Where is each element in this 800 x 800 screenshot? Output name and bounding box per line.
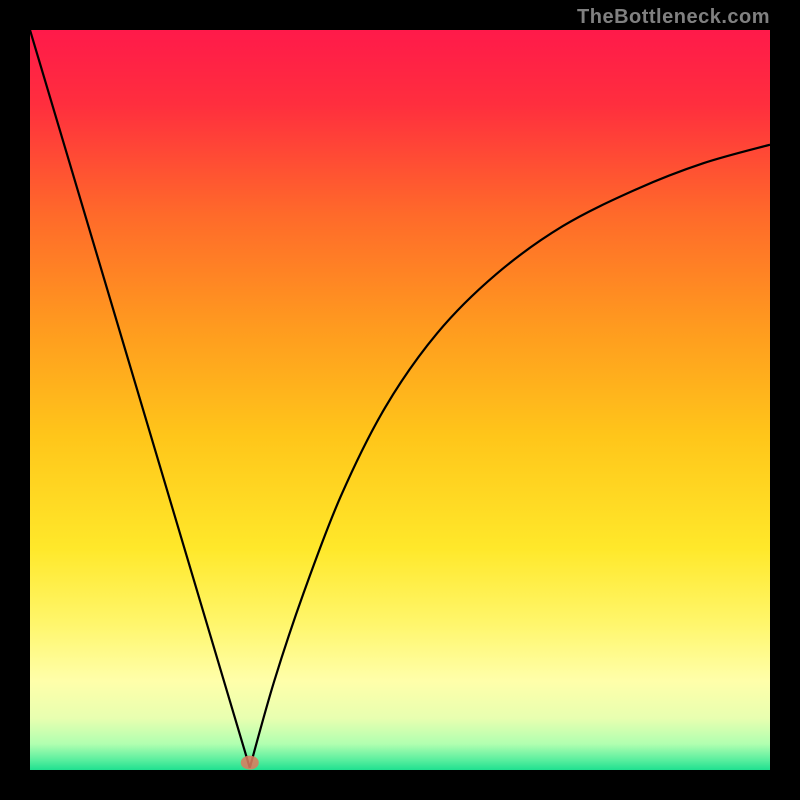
plot-svg	[30, 30, 770, 770]
plot-area	[30, 30, 770, 770]
chart-frame: TheBottleneck.com	[0, 0, 800, 800]
watermark-text: TheBottleneck.com	[577, 6, 770, 29]
minimum-marker	[241, 756, 259, 770]
